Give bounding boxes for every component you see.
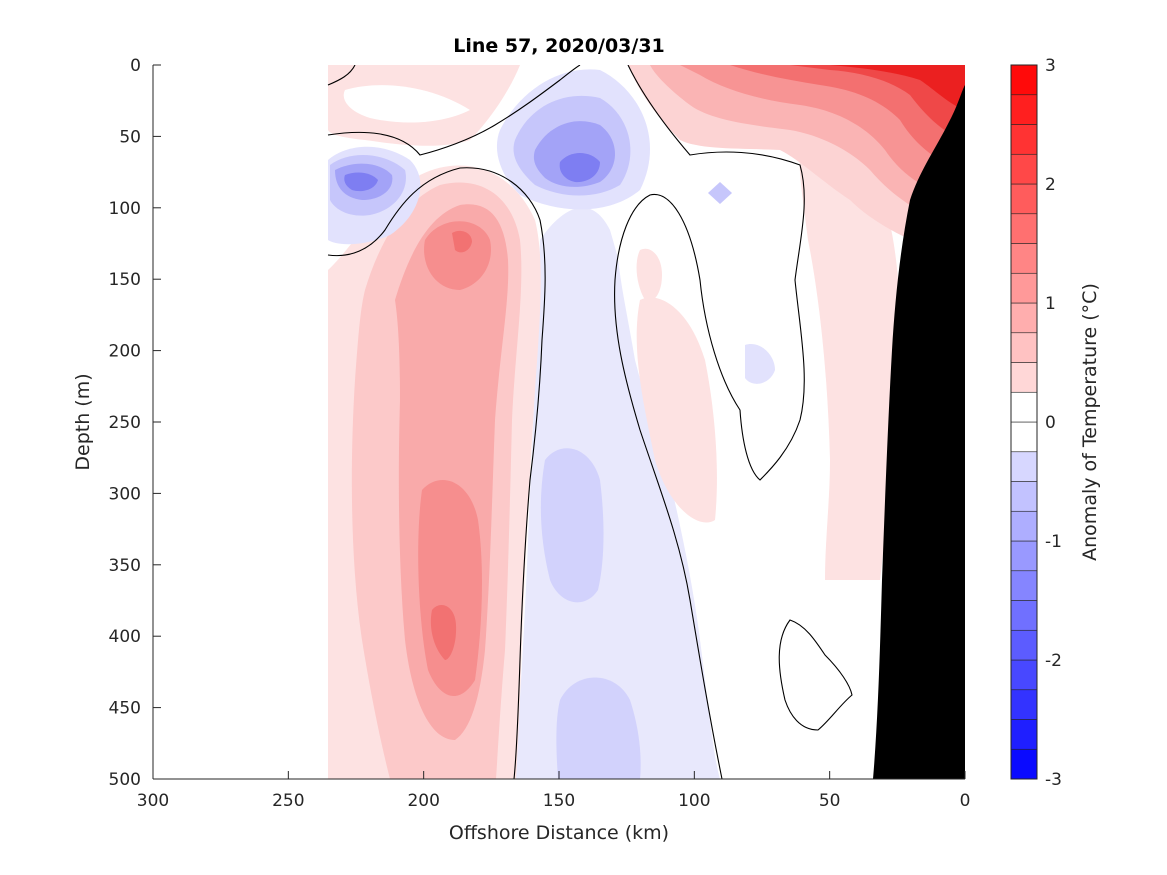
colorbar-title: Anomaly of Temperature (°C) — [1079, 283, 1101, 561]
colorbar-level — [1010, 391, 1038, 423]
x-tick-label: 150 — [543, 791, 575, 811]
colorbar-level — [1010, 243, 1038, 274]
colorbar-level — [1010, 302, 1038, 334]
x-ticks: 300 250 200 150 100 50 0 — [137, 771, 971, 811]
y-tick-label: 350 — [109, 556, 141, 576]
colorbar-level — [1010, 183, 1038, 215]
colorbar-level — [1010, 689, 1038, 720]
y-tick-label: 150 — [109, 270, 141, 290]
colorbar-level — [1010, 362, 1038, 393]
y-tick-label: 300 — [109, 484, 141, 504]
colorbar-level — [1010, 332, 1038, 363]
y-tick-label: 200 — [109, 342, 141, 362]
colorbar-tick-label: 1 — [1045, 294, 1056, 314]
y-tick-label: 0 — [130, 56, 141, 76]
colorbar-level — [1010, 659, 1038, 691]
colorbar-level — [1010, 272, 1038, 304]
colorbar-tick-label: -3 — [1045, 770, 1062, 790]
bathymetry-mask — [873, 85, 965, 779]
warm-core-l5 — [430, 605, 457, 660]
cold-lens-left-l4 — [344, 172, 378, 192]
colorbar-level — [1010, 600, 1038, 631]
colorbar-level — [1010, 124, 1038, 155]
colorbar-level — [1010, 481, 1038, 512]
colorbar-level — [1010, 213, 1038, 244]
colorbar — [1010, 64, 1038, 780]
colorbar-level — [1010, 540, 1038, 572]
zero-contour-line — [327, 167, 546, 779]
colorbar-level — [1010, 94, 1038, 125]
colorbar-tick-label: -2 — [1045, 651, 1062, 671]
x-tick-label: 0 — [960, 791, 971, 811]
colorbar-ticks: 3 2 1 0 -1 -2 -3 — [1045, 56, 1062, 790]
colorbar-level — [1010, 629, 1038, 661]
x-tick-label: 200 — [407, 791, 439, 811]
cold-column-deep — [556, 677, 641, 779]
surface-white-gap — [343, 85, 470, 123]
y-ticks: 0 50 100 150 200 250 300 350 400 450 500 — [109, 56, 161, 790]
zero-contour-line — [778, 619, 853, 731]
colorbar-level — [1010, 719, 1038, 750]
zero-contour-line — [327, 65, 581, 156]
colorbar-level — [1010, 510, 1038, 542]
y-tick-label: 50 — [119, 127, 141, 147]
y-tick-label: 100 — [109, 199, 141, 219]
colorbar-tick-label: -1 — [1045, 532, 1062, 552]
warm-surface-l5 — [790, 65, 965, 140]
colorbar-level — [1010, 748, 1038, 780]
warm-band-slope — [799, 147, 900, 581]
colorbar-tick-label: 0 — [1045, 413, 1056, 433]
x-tick-label: 250 — [272, 791, 304, 811]
zero-contour-line — [327, 65, 356, 86]
cold-lens-center-l4 — [559, 153, 600, 183]
colorbar-level — [1010, 153, 1038, 185]
x-tick-label: 50 — [819, 791, 841, 811]
cold-small-patch-2 — [745, 344, 775, 384]
cold-column-mid — [540, 448, 604, 603]
x-axis-title: Offshore Distance (km) — [449, 822, 669, 844]
y-tick-label: 500 — [109, 770, 141, 790]
warm-patch-mid — [636, 297, 717, 523]
colorbar-level — [1010, 451, 1038, 482]
colorbar-tick-label: 3 — [1045, 56, 1056, 76]
warm-patch-upper — [636, 248, 662, 302]
colorbar-tick-label: 2 — [1045, 175, 1056, 195]
zero-contour-line — [614, 65, 805, 779]
zero-contours — [327, 65, 853, 779]
warm-surface-l6 — [830, 65, 965, 110]
y-axis-title: Depth (m) — [72, 373, 94, 470]
x-tick-label: 100 — [678, 791, 710, 811]
y-tick-label: 400 — [109, 627, 141, 647]
warm-core-upper-l4 — [424, 221, 491, 290]
y-tick-label: 450 — [109, 699, 141, 719]
y-tick-label: 250 — [109, 413, 141, 433]
colorbar-level — [1010, 64, 1038, 96]
warm-core-upper-l5 — [452, 230, 472, 253]
colorbar-level — [1010, 421, 1038, 453]
warm-core-l4 — [418, 480, 482, 697]
cold-small-patch — [708, 182, 732, 204]
chart-title: Line 57, 2020/03/31 — [453, 35, 665, 57]
x-tick-label: 300 — [137, 791, 169, 811]
colorbar-level — [1010, 570, 1038, 601]
cold-tongue-region — [515, 207, 720, 779]
colorbar-frame — [1010, 64, 1038, 780]
